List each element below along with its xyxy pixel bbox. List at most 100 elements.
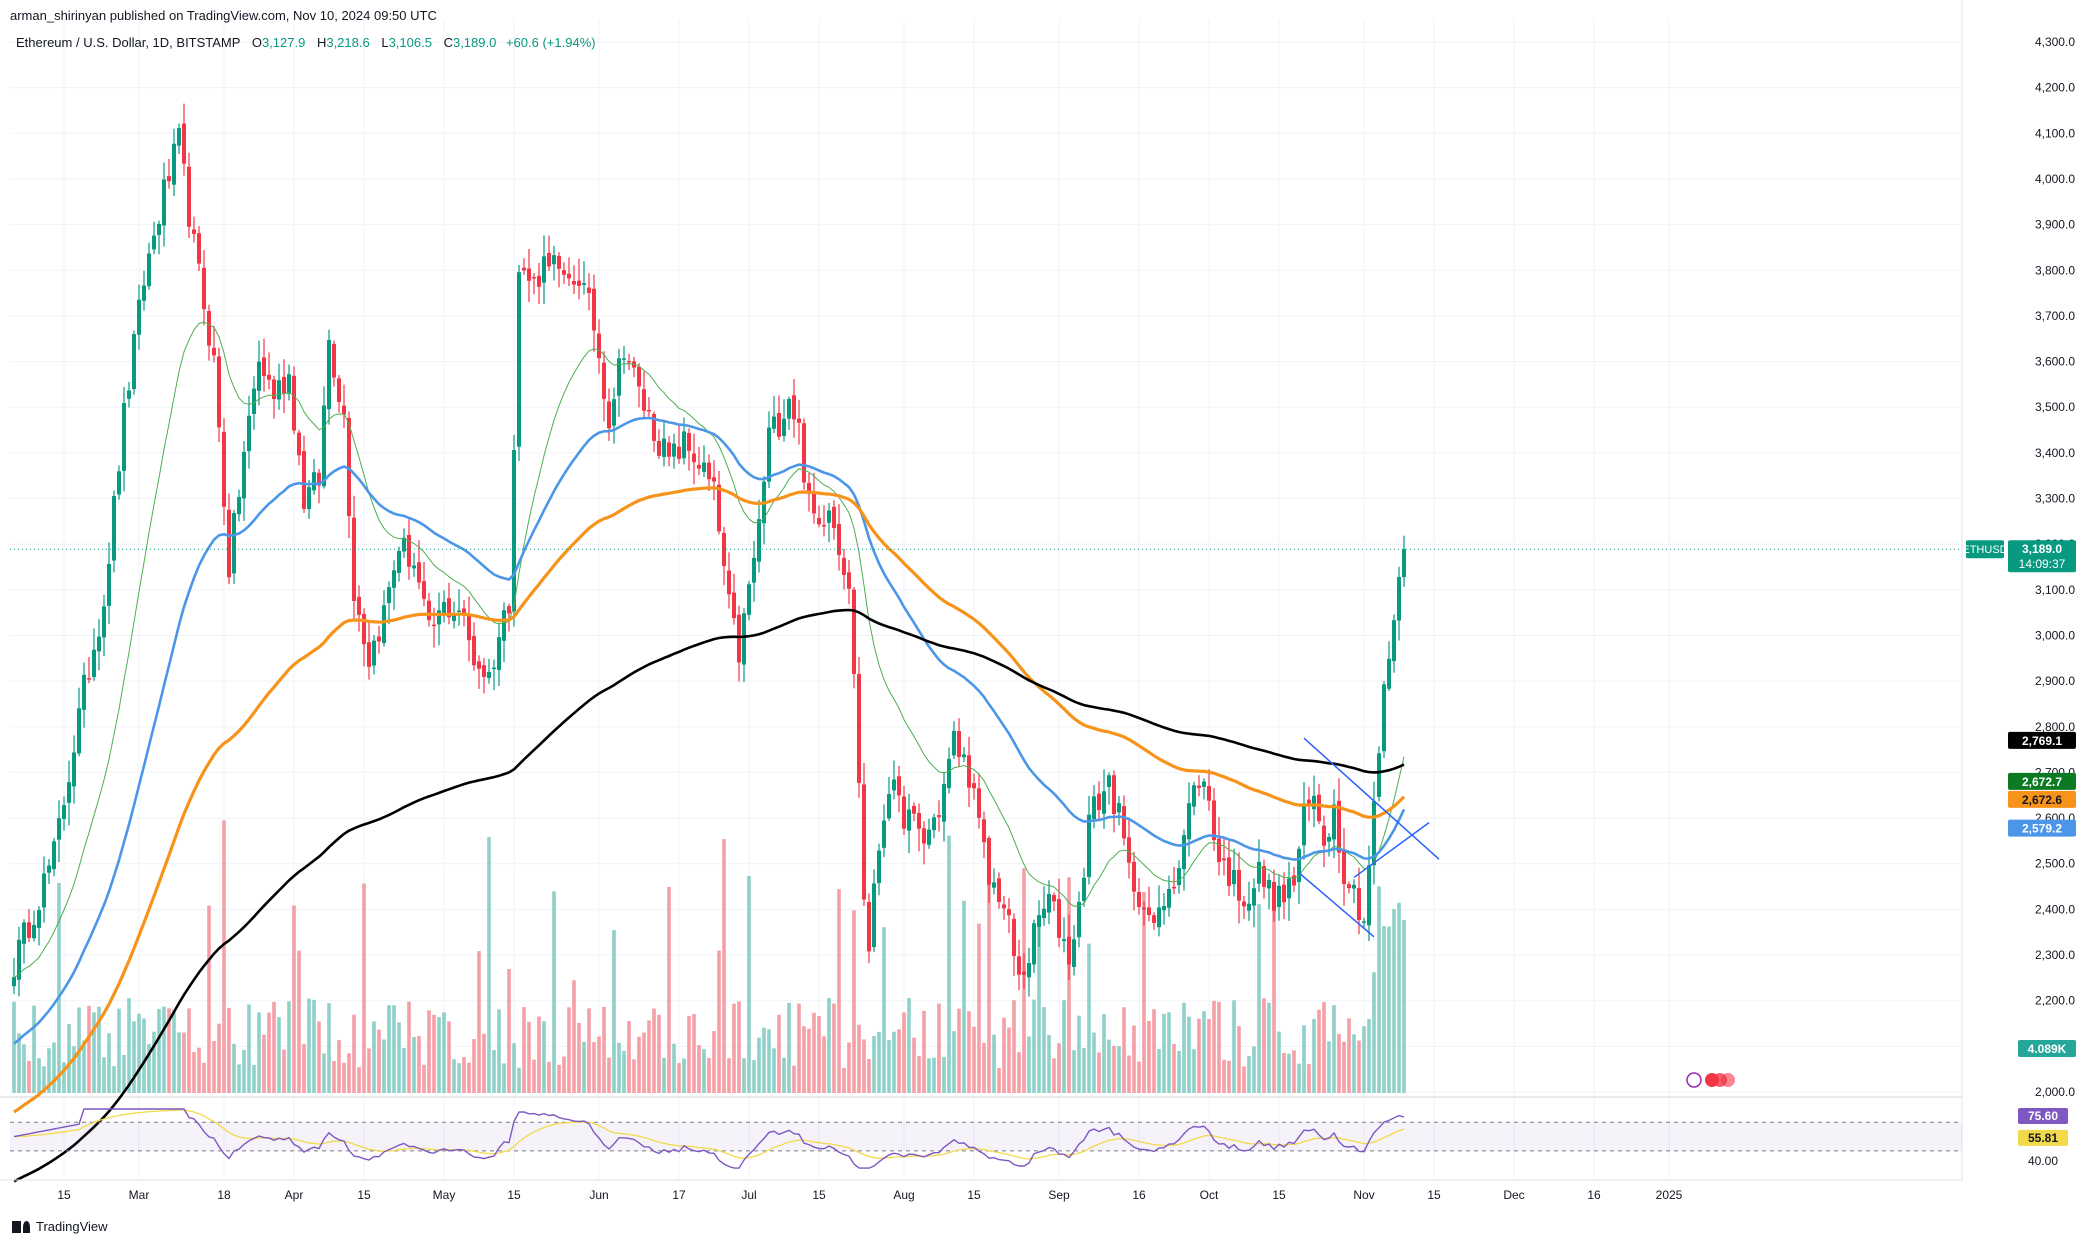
volume-bar: [332, 1061, 336, 1093]
candle-body: [807, 482, 811, 494]
volume-bar: [1072, 1050, 1076, 1093]
volume-bar: [272, 1001, 276, 1093]
volume-bar: [57, 882, 61, 1093]
candle-body: [232, 513, 236, 574]
volume-bar: [97, 1006, 101, 1093]
rsi-ma-line: [13, 1109, 1405, 1160]
volume-bar: [1262, 998, 1266, 1093]
time-tick-label: 15: [967, 1188, 981, 1202]
candle-body: [1342, 849, 1346, 885]
candle-body: [452, 614, 456, 622]
volume-bar: [1217, 1001, 1221, 1093]
volume-bar: [1172, 1044, 1176, 1093]
volume-bar: [407, 1001, 411, 1093]
volume-bar: [1332, 1005, 1336, 1093]
candle-body: [482, 665, 486, 677]
ema-value-tag: 2,579.2: [2008, 819, 2076, 837]
candle-body: [272, 379, 276, 400]
volume-bar: [1182, 1002, 1186, 1093]
price-axis[interactable]: 4,300.0 4,200.0 4,100.0 4,000.0 3,900.0 3,800…: [1961, 0, 2075, 1180]
candle-body: [1072, 939, 1076, 967]
candle-body: [802, 423, 806, 483]
time-tick-label: 15: [1427, 1188, 1441, 1202]
volume-bar: [902, 1012, 906, 1093]
time-tick-label: 15: [357, 1188, 371, 1202]
time-axis[interactable]: 15 Mar 18 Apr 15 May 15 Jun 17 Jul 15 Aug 15 Sep 16 Oct…: [0, 1179, 1962, 1202]
price-tick-label: 2,000.0: [2035, 1085, 2075, 1099]
candle-body: [1042, 908, 1046, 919]
volume-bar: [1142, 891, 1146, 1093]
time-tick-label: 16: [1132, 1188, 1146, 1202]
countdown-text: 14:09:37: [2019, 557, 2066, 571]
volume-bar: [147, 1043, 151, 1093]
candle-body: [587, 287, 591, 293]
channel-upper-line: [1303, 737, 1440, 860]
volume-bar: [202, 1062, 206, 1093]
volume-bar: [682, 1058, 686, 1093]
time-tick-label: Sep: [1048, 1188, 1070, 1202]
volume-bar: [1237, 1026, 1241, 1093]
candle-body: [162, 179, 166, 226]
candle-body: [277, 380, 281, 400]
candle-body: [252, 388, 256, 415]
candle-body: [932, 817, 936, 831]
volume-bar: [312, 999, 316, 1093]
brand-text: TradingView: [36, 1219, 108, 1234]
volume-bar: [1032, 999, 1036, 1093]
volume-bar: [652, 1008, 656, 1093]
volume-bar: [87, 1005, 91, 1093]
ema-value-tag: 2,672.6: [2008, 790, 2076, 808]
ema-value-tag-text: 2,672.6: [2022, 793, 2062, 807]
volume-bar: [1132, 1025, 1136, 1093]
candle-body: [1287, 878, 1291, 899]
candle-body: [322, 405, 326, 487]
candle-body: [467, 615, 471, 641]
volume-bar: [402, 1047, 406, 1093]
time-tick-label: Mar: [129, 1188, 150, 1202]
candle-body: [1112, 775, 1116, 815]
volume-bar: [152, 1031, 156, 1093]
volume-bar: [32, 1005, 36, 1093]
rsi-band: [10, 1122, 1962, 1151]
volume-bar: [432, 1014, 436, 1093]
price-tick-label: 4,200.0: [2035, 81, 2075, 95]
volume-bar: [912, 1037, 916, 1093]
candle-body: [1182, 835, 1186, 870]
candle-body: [187, 166, 191, 227]
volume-bar: [1252, 1046, 1256, 1093]
volume-bar: [437, 1017, 441, 1093]
candle-body: [937, 815, 941, 818]
volume-bar: [812, 1012, 816, 1093]
price-tick-label: 2,900.0: [2035, 674, 2075, 688]
candle-body: [1202, 781, 1206, 787]
candle-body: [1107, 775, 1111, 787]
volume-bar: [117, 1008, 121, 1093]
volume-bar: [637, 1036, 641, 1093]
candle-body: [737, 614, 741, 663]
candle-body: [892, 779, 896, 791]
candle-body: [107, 563, 111, 606]
volume-bar: [1257, 904, 1261, 1093]
volume-bar: [1347, 1018, 1351, 1093]
volume-bar: [1357, 1040, 1361, 1093]
tradingview-brand[interactable]: TradingView: [12, 1219, 108, 1234]
volume-bar: [92, 1012, 96, 1093]
volume-bar: [972, 1026, 976, 1093]
ema-value-tag-bg: [2008, 731, 2076, 749]
volume-bar: [1232, 1000, 1236, 1093]
volume-bar: [67, 1023, 71, 1093]
volume-bar: [992, 1034, 996, 1093]
volume-bar: [417, 1036, 421, 1093]
volume-bar: [52, 1042, 56, 1093]
candle-body: [1307, 799, 1311, 806]
candle-body: [522, 267, 526, 271]
candle-body: [607, 401, 611, 429]
volume-bar: [1187, 1016, 1191, 1093]
current-price-tag: ETHUSD 3,189.014:09:37: [1962, 540, 2076, 573]
candles: [12, 103, 1406, 997]
candle-body: [902, 796, 906, 829]
volume-bar: [647, 1020, 651, 1093]
volume-bar: [282, 1049, 286, 1093]
candle-body: [332, 343, 336, 378]
